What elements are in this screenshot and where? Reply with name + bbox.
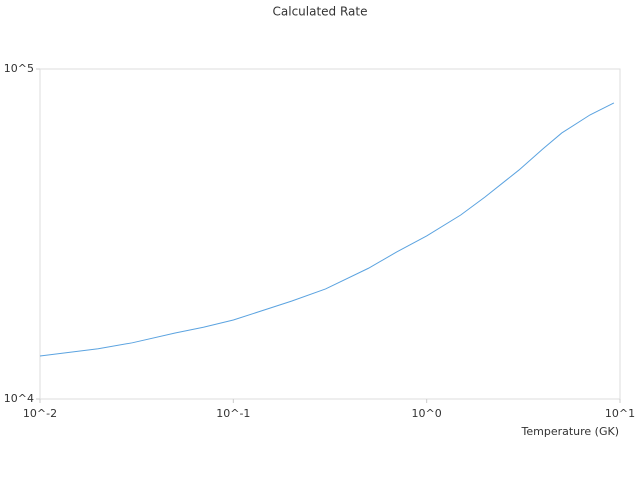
plot-frame	[39, 68, 621, 400]
x-tick-label: 10^-2	[23, 407, 57, 420]
x-tick-label: 10^-1	[216, 407, 250, 420]
x-axis-label: Temperature (GK)	[521, 425, 620, 438]
data-line	[39, 102, 615, 357]
x-tick-label: 10^0	[412, 407, 442, 420]
x-tick-label: 10^1	[605, 407, 635, 420]
y-tick-label: 10^4	[4, 392, 34, 405]
chart-title: Calculated Rate	[273, 5, 368, 19]
y-tick-label: 10^5	[4, 62, 34, 75]
